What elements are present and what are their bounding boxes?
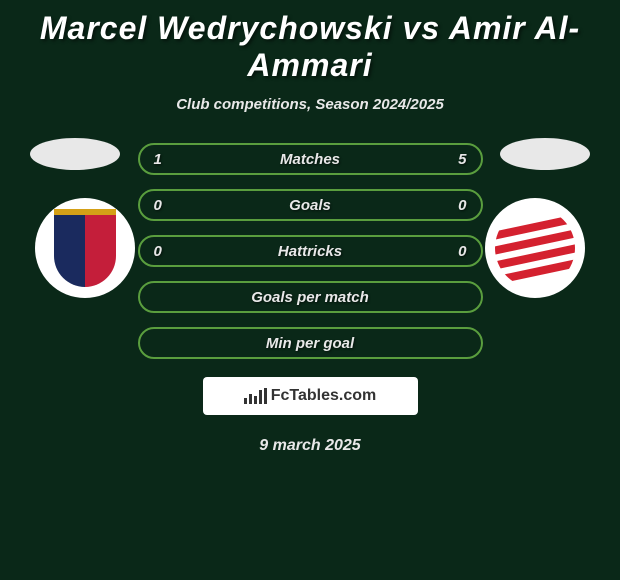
stat-label: Hattricks: [278, 243, 342, 260]
stat-label: Matches: [280, 151, 340, 168]
country-flag-left: [30, 138, 120, 170]
stat-right-value: 0: [458, 243, 466, 260]
badge-shield-icon: [54, 209, 116, 287]
stat-row-min-per-goal: Min per goal: [138, 327, 483, 359]
stat-label: Goals: [289, 197, 331, 214]
country-flag-right: [500, 138, 590, 170]
stat-label: Goals per match: [251, 289, 369, 306]
stat-row-goals-per-match: Goals per match: [138, 281, 483, 313]
stats-area: 1 Matches 5 0 Goals 0 0 Hattricks 0 Goal…: [15, 143, 605, 455]
stat-left-value: 0: [154, 243, 162, 260]
stat-left-value: 0: [154, 197, 162, 214]
page-title: Marcel Wedrychowski vs Amir Al-Ammari: [15, 10, 605, 84]
watermark: FcTables.com: [203, 377, 418, 415]
badge-stripes-icon: [495, 208, 575, 288]
watermark-text: FcTables.com: [271, 387, 377, 405]
stat-left-value: 1: [154, 151, 162, 168]
stat-right-value: 5: [458, 151, 466, 168]
stat-right-value: 0: [458, 197, 466, 214]
club-badge-right: [485, 198, 585, 298]
date: 9 march 2025: [15, 437, 605, 455]
club-badge-left: [35, 198, 135, 298]
stat-row-matches: 1 Matches 5: [138, 143, 483, 175]
stat-row-hattricks: 0 Hattricks 0: [138, 235, 483, 267]
chart-icon: [244, 388, 267, 404]
stat-row-goals: 0 Goals 0: [138, 189, 483, 221]
stat-label: Min per goal: [266, 335, 354, 352]
subtitle: Club competitions, Season 2024/2025: [15, 96, 605, 113]
